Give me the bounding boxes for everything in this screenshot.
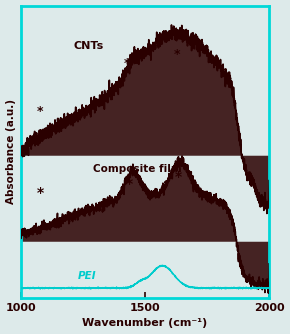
Text: *: * — [123, 57, 130, 70]
Text: *: * — [174, 48, 181, 61]
Y-axis label: Absorbance (a.u.): Absorbance (a.u.) — [6, 99, 16, 204]
Text: *: * — [175, 170, 182, 184]
Text: PEI: PEI — [78, 271, 97, 281]
Text: *: * — [37, 186, 44, 200]
Text: *: * — [126, 176, 133, 190]
Text: Composite film: Composite film — [93, 164, 182, 174]
Text: CNTs: CNTs — [73, 40, 104, 50]
Text: *: * — [37, 105, 44, 118]
X-axis label: Wavenumber (cm⁻¹): Wavenumber (cm⁻¹) — [82, 318, 208, 328]
